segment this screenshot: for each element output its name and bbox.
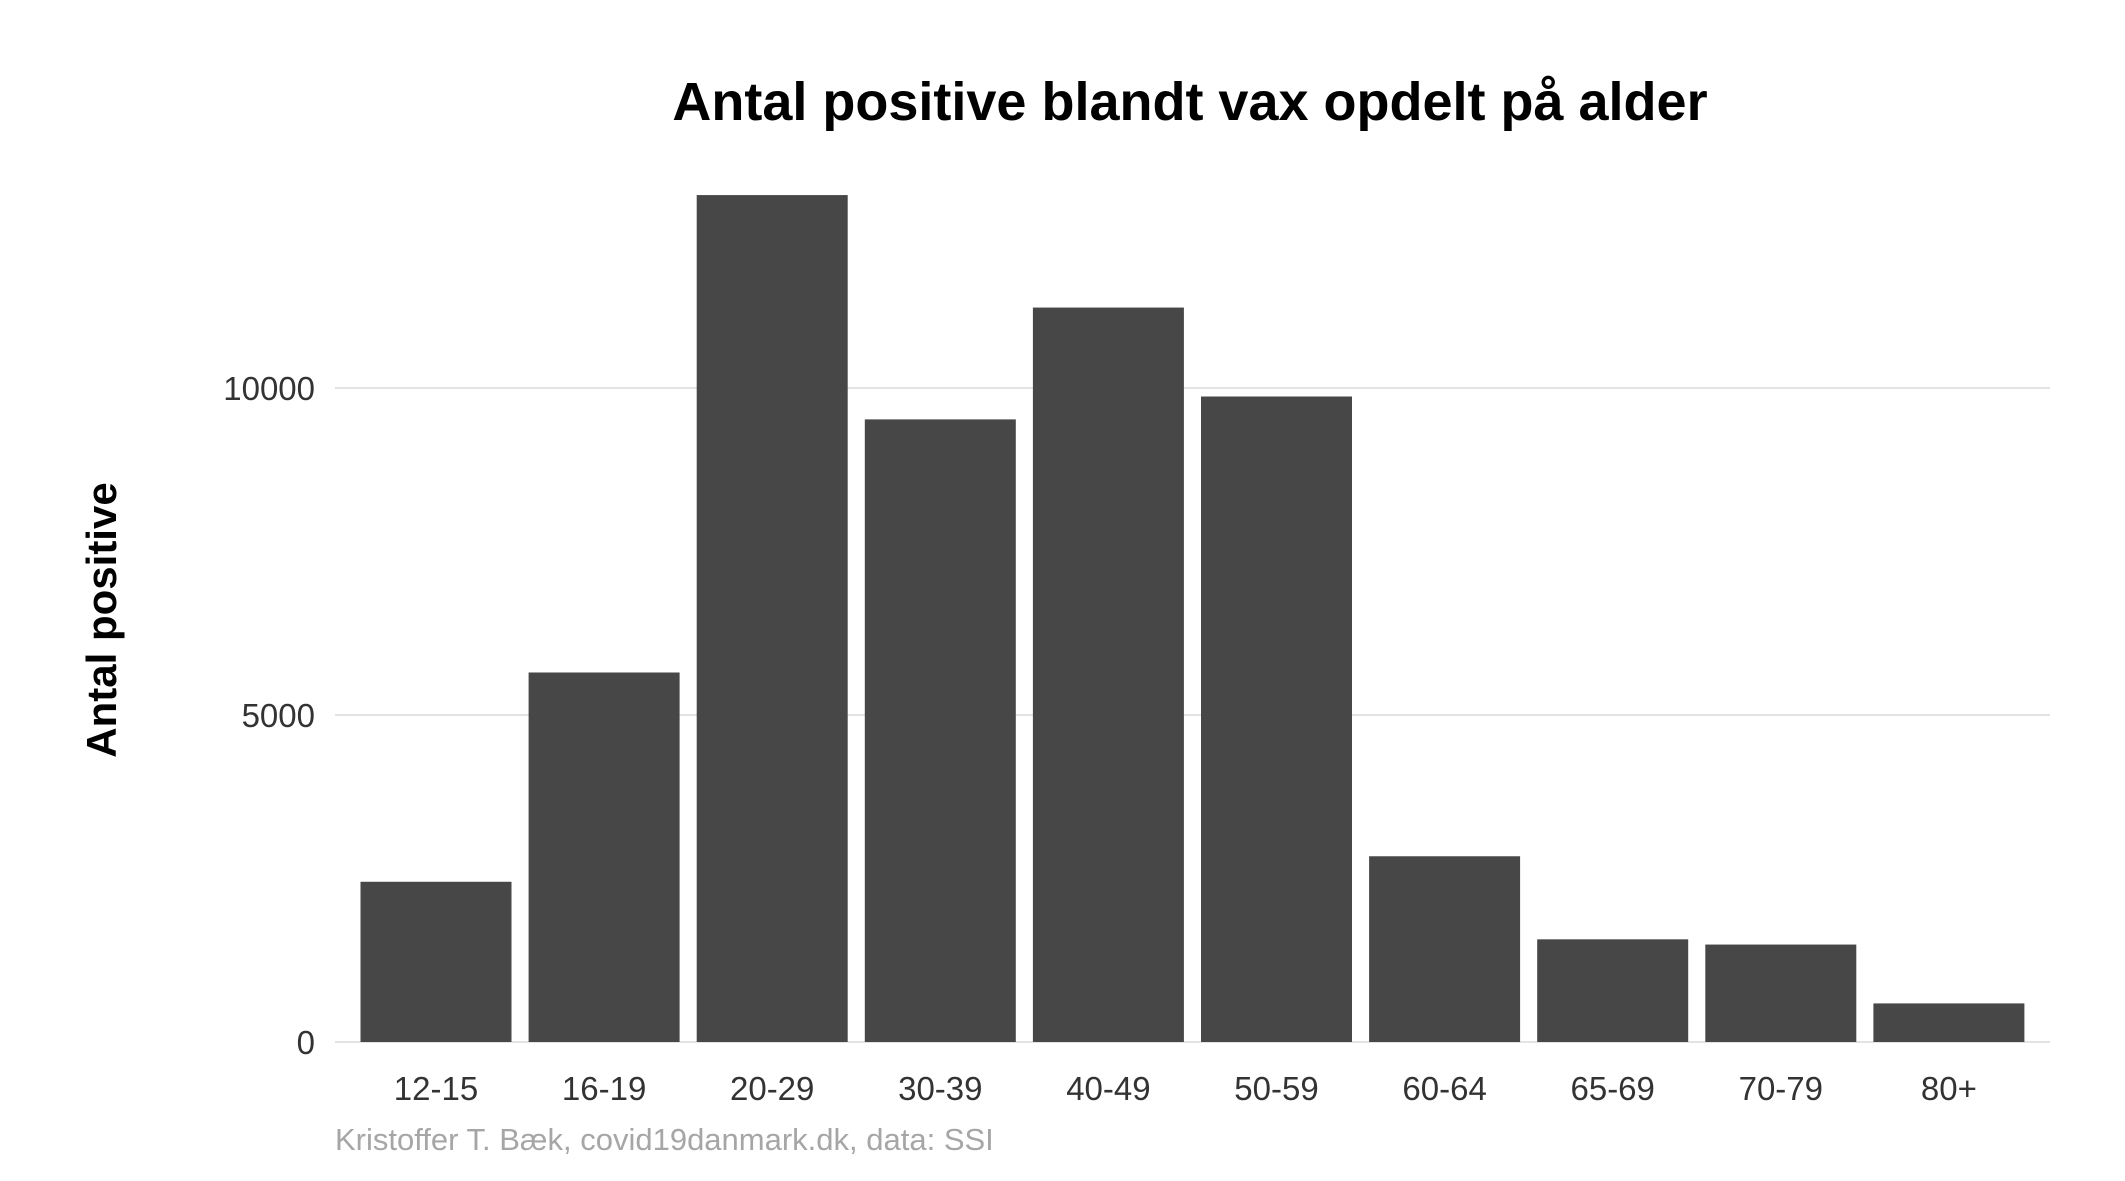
x-tick-label: 20-29	[730, 1070, 814, 1107]
x-tick-label: 80+	[1921, 1070, 1977, 1107]
x-tick-label: 12-15	[394, 1070, 478, 1107]
x-tick-label: 30-39	[898, 1070, 982, 1107]
x-tick-label: 65-69	[1570, 1070, 1654, 1107]
y-tick-label: 5000	[242, 697, 315, 734]
x-tick-label: 60-64	[1402, 1070, 1486, 1107]
bar-20-29	[696, 195, 848, 1042]
y-tick-labels: 0 5000 10000	[223, 370, 315, 1061]
x-tick-label: 70-79	[1739, 1070, 1823, 1107]
chart-caption: Kristoffer T. Bæk, covid19danmark.dk, da…	[335, 1122, 994, 1157]
bars	[360, 195, 2025, 1043]
y-axis-label: Antal positive	[78, 482, 125, 757]
y-tick-label: 10000	[223, 370, 315, 407]
bar-70-79	[1705, 944, 1857, 1042]
bar-30-39	[864, 419, 1016, 1043]
bar-16-19	[528, 672, 680, 1042]
bar-40-49	[1032, 307, 1184, 1043]
bar-60-64	[1369, 856, 1521, 1042]
bar-65-69	[1537, 939, 1689, 1042]
x-tick-label: 40-49	[1066, 1070, 1150, 1107]
x-tick-label: 16-19	[562, 1070, 646, 1107]
bar-50-59	[1201, 396, 1352, 1042]
x-tick-label: 50-59	[1234, 1070, 1318, 1107]
x-tick-labels: 12-15 16-19 20-29 30-39 40-49 50-59 60-64 65-69…	[394, 1070, 1977, 1107]
y-tick-label: 0	[297, 1024, 315, 1061]
bar-12-15	[360, 881, 512, 1042]
bar-80+	[1873, 1003, 2025, 1042]
chart-title: Antal positive blandt vax opdelt på alde…	[672, 72, 1707, 132]
